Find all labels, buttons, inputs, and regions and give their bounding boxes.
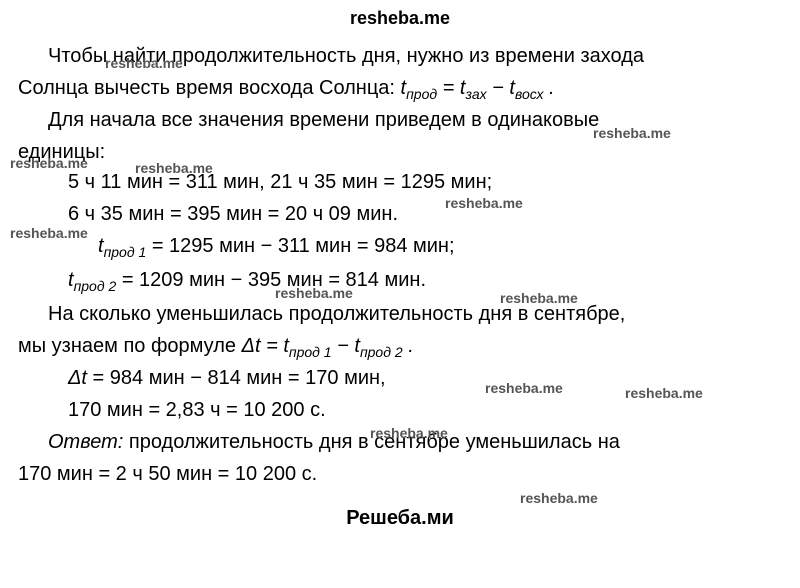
p6-text: мы узнаем по формуле [18,335,242,357]
p2-text: Солнца вычесть время восхода Солнца: [18,77,401,99]
formula-delta: Δt = tпрод 1 − tпрод 2 . [242,335,414,357]
answer-text: продолжительность дня в сентябре уменьши… [123,431,620,453]
paragraph-2: Солнца вычесть время восхода Солнца: tпр… [18,73,782,105]
formula-1: tпрод 1 = 1295 мин − 311 мин = 984 мин; [98,231,782,263]
line-1: 5 ч 11 мин = 311 мин, 21 ч 35 мин = 1295… [68,167,782,197]
f1-rhs: = 1295 мин − 311 мин = 984 мин; [146,235,454,257]
paragraph-5: На сколько уменьшилась продолжительность… [18,299,782,329]
paragraph-4: единицы: [18,137,782,167]
site-header: resheba.me [18,8,782,29]
answer-line-2: 170 мин = 2 ч 50 мин = 10 200 с. [18,459,782,489]
answer-label: Ответ: [48,431,123,453]
line-3: Δt = 984 мин − 814 мин = 170 мин, [68,363,782,393]
paragraph-1: Чтобы найти продолжительность дня, нужно… [18,41,782,71]
answer-line: Ответ: продолжительность дня в сентябре … [18,427,782,457]
formula-main: tпрод = tзах − tвосх . [401,77,555,99]
formula-2: tпрод 2 = 1209 мин − 395 мин = 814 мин. [68,265,782,297]
line-4: 170 мин = 2,83 ч = 10 200 с. [68,395,782,425]
paragraph-3: Для начала все значения времени приведем… [18,105,782,135]
f2-rhs: = 1209 мин − 395 мин = 814 мин. [116,269,426,291]
document-content: Чтобы найти продолжительность дня, нужно… [18,41,782,489]
paragraph-6: мы узнаем по формуле Δt = tпрод 1 − tпро… [18,331,782,363]
site-footer: Решеба.ми [18,507,782,530]
watermark-text: resheba.me [520,490,598,506]
line-2: 6 ч 35 мин = 395 мин = 20 ч 09 мин. [68,199,782,229]
